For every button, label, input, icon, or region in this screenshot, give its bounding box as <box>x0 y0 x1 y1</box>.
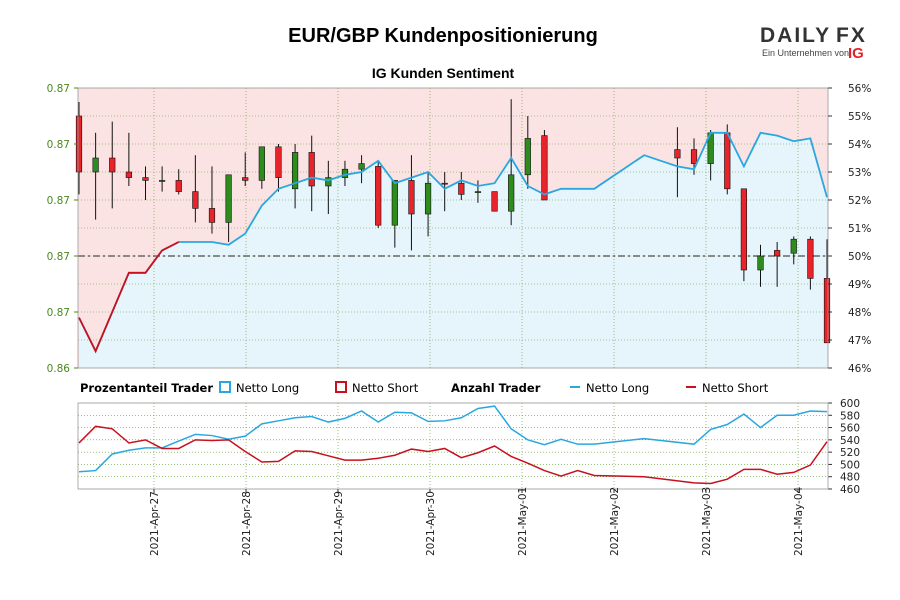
candle-body <box>341 168 349 178</box>
x-tick-label: 2021-May-02 <box>609 487 621 556</box>
y-left-tick-label: 0.87 <box>47 83 70 95</box>
brand-name-right: FX <box>836 24 867 47</box>
y-right-tick-label: 500 <box>840 459 860 471</box>
brand-name-left: DAILY <box>760 24 831 47</box>
net-long-area <box>79 132 827 368</box>
candle-body <box>823 278 831 344</box>
dailyfx-logo: DAILY FX Ein Unternehmen von IG <box>760 24 867 62</box>
y-right-tick-label: 46% <box>848 363 871 375</box>
candle-body <box>690 149 698 164</box>
candle-body <box>474 191 482 193</box>
x-tick-label: 2021-Apr-30 <box>425 491 437 556</box>
legend-pct-head: Prozentanteil Trader <box>80 381 213 395</box>
y-left-tick-label: 0.87 <box>47 195 70 207</box>
y-left-tick-label: 0.86 <box>47 363 71 375</box>
candle-body <box>242 177 249 181</box>
candle-body <box>508 174 515 212</box>
candle-body <box>225 174 232 223</box>
candle-body <box>441 182 448 185</box>
candle-body <box>724 132 731 190</box>
y-right-tick-label: 56% <box>848 83 871 95</box>
x-tick-label: 2021-May-03 <box>701 487 713 556</box>
net-short-pct-line <box>78 241 180 354</box>
candle-body <box>541 135 548 201</box>
count-short-line <box>78 425 828 485</box>
price-sentiment-panel: 0.87 0.87 0.87 0.87 0.87 0.86 56% 55% 54% 53% 52% 5… <box>47 83 872 375</box>
y-right-tick-label: 560 <box>840 423 860 435</box>
candle-body <box>774 250 781 257</box>
candle-body <box>491 191 498 212</box>
y-right-tick-label: 520 <box>840 447 860 459</box>
candle-body <box>175 180 182 192</box>
legend-cnt-long: Netto Long <box>586 381 649 395</box>
y-left-tick-label: 0.87 <box>47 251 70 263</box>
legend-cnt-short: Netto Short <box>702 381 769 395</box>
candle-body <box>208 208 216 223</box>
legend-pct-short-swatch <box>335 381 347 393</box>
x-tick-label: 2021-May-01 <box>517 487 529 556</box>
candle-body <box>109 157 116 173</box>
y-right-tick-label: 580 <box>840 410 860 422</box>
x-axis: 2021-Apr-27 2021-Apr-28 2021-Apr-29 2021-Ap… <box>149 486 805 556</box>
net-long-pct-line <box>78 131 828 354</box>
candle-body <box>258 146 265 181</box>
candle-body <box>524 138 531 176</box>
candle-body <box>375 166 382 226</box>
candle-body <box>275 146 282 178</box>
candle-body <box>358 163 365 170</box>
y-right-tick-label: 51% <box>848 223 871 235</box>
candle-body <box>125 171 132 178</box>
y-right-tick-label: 540 <box>840 435 860 447</box>
candle-body <box>740 188 747 271</box>
candle-body <box>391 180 398 226</box>
y-right-tick-label: 53% <box>848 167 871 179</box>
x-tick-label: 2021-May-04 <box>793 486 805 556</box>
chart-title: EUR/GBP Kundenpositionierung <box>288 25 598 47</box>
candle-body <box>674 149 681 159</box>
legend-pct-short: Netto Short <box>352 381 419 395</box>
y-right-tick-label: 600 <box>840 398 860 410</box>
candle-body <box>807 238 814 279</box>
candle-body <box>424 182 432 215</box>
candle-body <box>192 191 199 209</box>
legend-pct-long-swatch <box>219 381 231 393</box>
candle-body <box>757 255 764 271</box>
x-tick-label: 2021-Apr-29 <box>333 491 345 556</box>
count-long-line <box>78 405 828 473</box>
y-right-tick-label: 480 <box>840 472 860 484</box>
y-right-tick-label: 52% <box>848 195 871 207</box>
legend-pct-long: Netto Long <box>236 381 299 395</box>
brand-ig: IG <box>848 45 864 62</box>
y-left-tick-label: 0.87 <box>47 139 70 151</box>
x-tick-label: 2021-Apr-28 <box>241 491 253 556</box>
candle-body <box>458 182 465 195</box>
candle-body <box>408 180 415 215</box>
bottom-panel-frame <box>77 402 829 490</box>
y-right-tick-label: 48% <box>848 307 871 319</box>
y-right-tick-label: 54% <box>848 139 871 151</box>
x-tick-label: 2021-Apr-27 <box>149 491 161 556</box>
y-right-tick-label: 460 <box>840 484 860 496</box>
candle-body <box>159 180 166 182</box>
y-right-tick-label: 49% <box>848 279 871 291</box>
chart-subtitle: IG Kunden Sentiment <box>372 65 515 81</box>
candle-body <box>308 152 315 187</box>
legend: Prozentanteil Trader Netto Long Netto Sh… <box>80 381 769 395</box>
y-right-tick-label: 55% <box>848 111 871 123</box>
candle-body <box>92 157 99 173</box>
legend-cnt-head: Anzahl Trader <box>451 381 541 395</box>
candle-body <box>790 238 797 254</box>
y-right-tick-label: 47% <box>848 335 871 347</box>
y-left-tick-label: 0.87 <box>47 307 70 319</box>
y-right-tick-label: 50% <box>848 251 871 263</box>
candle-body <box>325 177 332 187</box>
candle-body <box>142 177 149 181</box>
brand-tagline: Ein Unternehmen von <box>762 48 849 58</box>
candle-body <box>291 152 299 190</box>
